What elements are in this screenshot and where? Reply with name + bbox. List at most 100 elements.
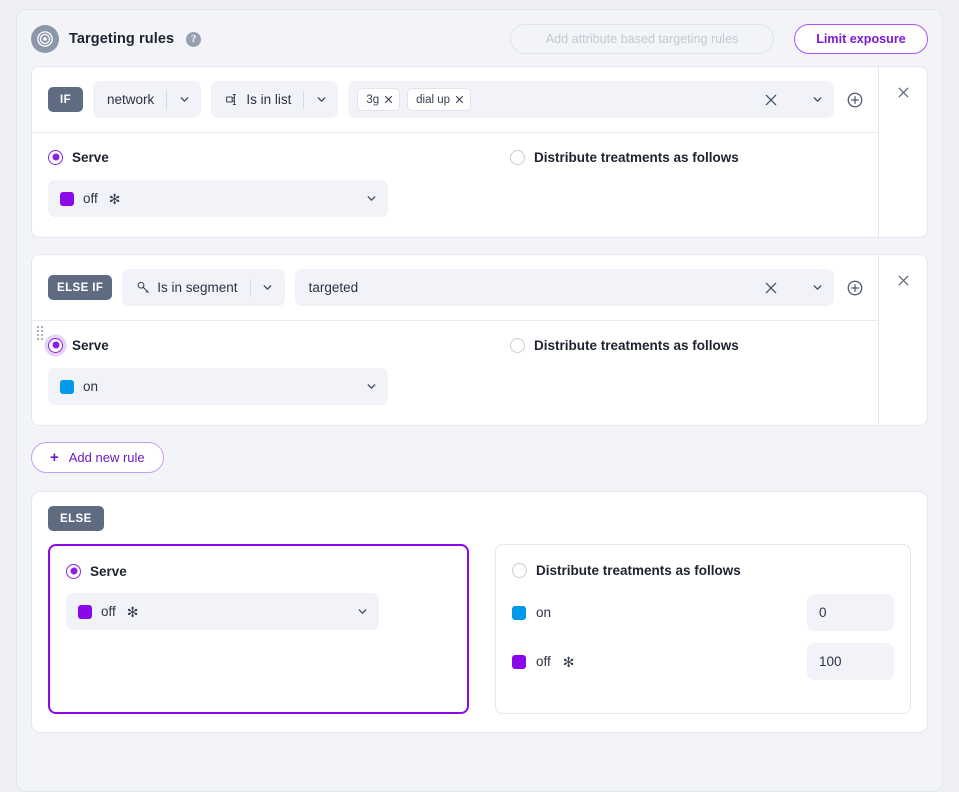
distribute-radio[interactable] — [510, 337, 525, 353]
distribute-label: Distribute treatments as follows — [534, 149, 739, 165]
serve-radio-option[interactable]: Serve — [48, 334, 488, 356]
treatment-color-swatch — [78, 604, 92, 619]
page-title: Targeting rules — [69, 31, 175, 47]
matcher-select[interactable]: Is in list — [211, 81, 339, 118]
chevron-down-icon[interactable] — [345, 593, 379, 630]
serve-label: Serve — [72, 337, 109, 353]
add-new-rule-wrap: + Add new rule — [17, 442, 942, 491]
matcher-select-label: Is in segment — [122, 280, 249, 295]
list-icon — [225, 92, 240, 107]
close-icon[interactable] — [384, 95, 393, 104]
treatment-row: Serve on — [32, 321, 878, 425]
plus-icon: + — [50, 449, 59, 466]
clear-icon[interactable] — [756, 269, 786, 306]
chevron-down-icon[interactable] — [800, 269, 834, 306]
distribute-label: Distribute treatments as follows — [534, 337, 739, 353]
serve-radio[interactable] — [48, 337, 63, 353]
clear-icon[interactable] — [756, 81, 786, 118]
chevron-down-icon[interactable] — [167, 81, 201, 118]
delete-rule-icon[interactable] — [892, 269, 914, 291]
else-distribute-radio[interactable] — [512, 562, 527, 578]
distribution-percent-input[interactable] — [807, 594, 894, 631]
else-serve-card[interactable]: Serve off ✻ — [48, 544, 469, 714]
distribute-radio-option[interactable]: Distribute treatments as follows — [510, 146, 862, 168]
serve-label: Serve — [72, 149, 109, 165]
default-treatment-icon: ✻ — [562, 653, 575, 670]
chevron-down-icon[interactable] — [304, 81, 338, 118]
value-tag-label: 3g — [366, 93, 380, 106]
distribution-rows: on off ✻ — [512, 594, 894, 680]
add-new-rule-label: Add new rule — [68, 450, 145, 465]
treatment-select[interactable]: on — [48, 368, 388, 405]
treatment-color-swatch — [60, 191, 74, 206]
value-tag[interactable]: 3g — [357, 88, 401, 111]
distribution-treatment: on — [512, 605, 807, 620]
else-select-wrap: off ✻ — [66, 593, 451, 630]
default-treatment-icon: ✻ — [108, 190, 121, 207]
add-circle-icon[interactable] — [844, 277, 866, 299]
treatment-name: off — [101, 604, 116, 619]
treatment-name: on — [536, 605, 552, 620]
distribute-column: Distribute treatments as follows — [488, 334, 862, 405]
divider — [303, 90, 305, 109]
distribution-percent-input[interactable] — [807, 643, 894, 680]
distribute-column: Distribute treatments as follows — [488, 146, 862, 217]
distribute-radio[interactable] — [510, 149, 525, 165]
treatment-color-swatch — [512, 654, 526, 669]
distribution-row: off ✻ — [512, 643, 894, 680]
add-circle-icon[interactable] — [844, 89, 866, 111]
else-serve-radio[interactable] — [66, 563, 81, 579]
condition-row: ELSE IF Is in segment — [32, 255, 878, 321]
chevron-down-icon[interactable] — [251, 269, 285, 306]
close-icon[interactable] — [455, 95, 464, 104]
else-distribute-card[interactable]: Distribute treatments as follows on — [495, 544, 911, 714]
chevron-down-icon[interactable] — [354, 368, 388, 405]
help-icon[interactable]: ? — [186, 31, 202, 47]
matcher-text: Is in list — [246, 92, 292, 107]
targeting-rules-panel: Targeting rules ? Add attribute based ta… — [16, 9, 943, 792]
rule-keyword-badge: ELSE IF — [48, 275, 113, 300]
treatment-select-label: on — [48, 379, 354, 394]
matcher-select[interactable]: Is in segment — [122, 269, 285, 306]
condition-row: IF network Is in list — [32, 67, 878, 133]
else-keyword-badge: ELSE — [48, 506, 104, 531]
value-tags-input[interactable]: 3g dial up — [348, 81, 834, 118]
chevron-down-icon[interactable] — [354, 180, 388, 217]
attribute-select[interactable]: network — [93, 81, 202, 118]
segment-value-input[interactable]: targeted — [294, 269, 834, 306]
rule-card: IF network Is in list — [31, 66, 928, 238]
matcher-text: Is in segment — [157, 280, 238, 295]
else-serve-label: Serve — [90, 563, 127, 579]
drag-handle-icon[interactable] — [37, 326, 43, 340]
else-treatment-select[interactable]: off ✻ — [66, 593, 379, 630]
add-attribute-targeting-button[interactable]: Add attribute based targeting rules — [510, 24, 774, 54]
add-new-rule-button[interactable]: + Add new rule — [31, 442, 164, 473]
matcher-select-label: Is in list — [211, 92, 303, 107]
value-tag[interactable]: dial up — [407, 88, 472, 111]
rule-body: ELSE IF Is in segment — [32, 255, 878, 425]
treatment-select-label: off ✻ — [48, 191, 354, 206]
distribute-radio-option[interactable]: Distribute treatments as follows — [510, 334, 862, 356]
treatment-row: Serve off ✻ — [32, 133, 878, 237]
rule-keyword-badge: IF — [48, 87, 84, 112]
value-tag-label: dial up — [416, 93, 451, 106]
key-icon — [136, 280, 151, 295]
treatment-color-swatch — [60, 379, 74, 394]
else-serve-radio-option[interactable]: Serve — [66, 560, 451, 582]
chevron-down-icon[interactable] — [800, 81, 834, 118]
segment-value-text: targeted — [308, 280, 359, 295]
attribute-select-label: network — [107, 92, 155, 107]
distribution-treatment: off ✻ — [512, 654, 807, 669]
treatment-select[interactable]: off ✻ — [48, 180, 388, 217]
treatment-color-swatch — [512, 605, 526, 620]
delete-rule-icon[interactable] — [892, 81, 914, 103]
divider — [166, 90, 168, 109]
serve-radio-option[interactable]: Serve — [48, 146, 488, 168]
else-treatment-select-label: off ✻ — [66, 604, 345, 619]
serve-column: Serve on — [48, 334, 488, 405]
else-grid: Serve off ✻ — [48, 544, 911, 714]
serve-radio[interactable] — [48, 149, 63, 165]
distribution-row: on — [512, 594, 894, 631]
else-distribute-radio-option[interactable]: Distribute treatments as follows — [512, 559, 894, 581]
limit-exposure-button[interactable]: Limit exposure — [794, 24, 928, 54]
